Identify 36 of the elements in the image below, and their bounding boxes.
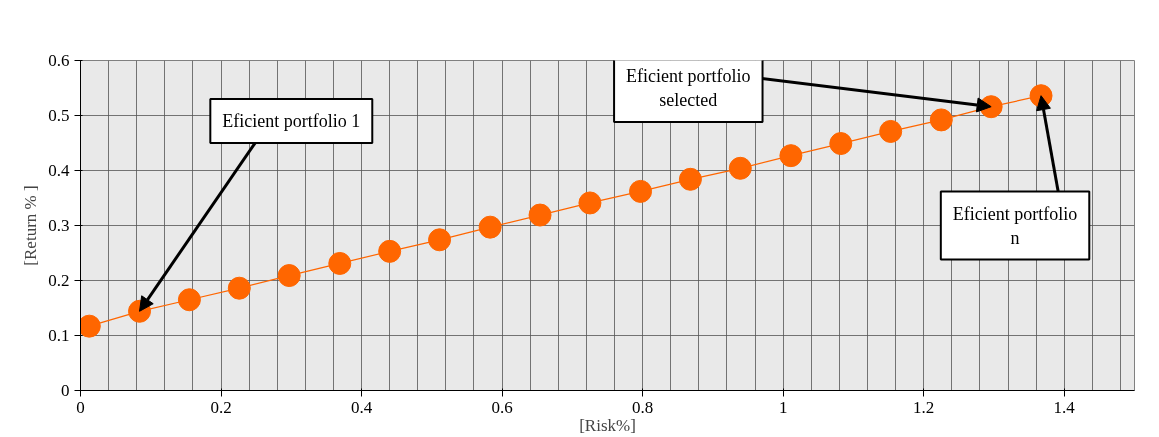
x-axis-title: [Risk%] [579,415,636,435]
x-tick-label: 1 [778,397,788,417]
point [227,276,251,300]
x-tick-label: 0.2 [210,397,232,417]
point [728,156,752,180]
x-tick-label: 0.8 [632,397,654,417]
y-tick-label: 0.6 [48,51,70,70]
point [378,239,402,263]
y-tick-label: 0.3 [48,216,70,235]
point [528,203,552,227]
point [629,179,653,203]
point [929,108,953,132]
annotation: Eficient portfolio n [952,203,1078,248]
y-tick-label: 0.5 [48,106,70,125]
point [678,167,702,191]
point [829,132,853,156]
point [879,119,903,143]
y-axis-title: [Return % ] [21,185,41,266]
point [578,191,602,215]
y-tick-label: 0.2 [48,271,70,290]
x-tick-label: 1.4 [1053,397,1076,417]
point [277,264,301,288]
x-tick-label: 0 [76,397,85,417]
y-tick-label: 0 [61,381,70,400]
annotation: Eficient portfolio selected [626,66,751,110]
x-tick-label: 0.4 [350,397,373,417]
point [428,228,452,252]
point [478,215,502,239]
y-tick-label: 0.4 [48,161,70,180]
point [779,144,803,168]
point [177,288,201,312]
x-tick-label: 1.2 [913,397,935,417]
point [328,251,352,275]
annotation: Eficient portfolio 1 [222,111,361,131]
x-tick-label: 0.6 [491,397,513,417]
y-tick-label: 0.1 [48,326,70,345]
